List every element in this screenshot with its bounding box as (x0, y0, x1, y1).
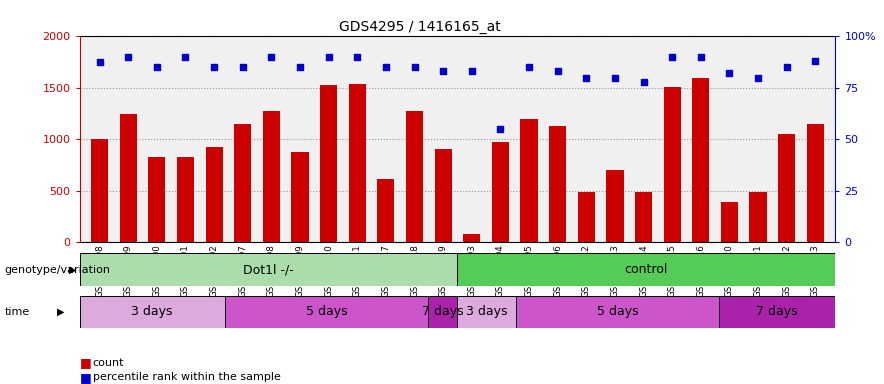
Bar (292, 152, 309, 242)
Point (121, 54, 135, 60)
Bar (406, 111, 423, 242)
Bar (549, 126, 567, 242)
Bar (778, 134, 796, 242)
Text: count: count (93, 358, 125, 368)
Point (665, 54, 679, 60)
Bar (177, 157, 194, 242)
Point (636, 79, 651, 85)
Point (493, 126, 507, 132)
Text: 3 days: 3 days (132, 306, 173, 318)
Bar (750, 192, 766, 242)
Bar (458, 253, 835, 286)
Bar (225, 296, 429, 328)
Text: Dot1l -/-: Dot1l -/- (243, 263, 293, 276)
Bar (521, 119, 537, 242)
Point (207, 64, 221, 70)
Bar (320, 85, 337, 242)
Point (780, 64, 794, 70)
Bar (149, 157, 165, 242)
Text: 3 days: 3 days (466, 306, 507, 318)
Bar (429, 296, 458, 328)
Point (522, 64, 536, 70)
Text: control: control (625, 263, 668, 276)
Bar (720, 202, 738, 242)
Point (751, 74, 766, 81)
Bar (119, 114, 137, 242)
Bar (719, 296, 835, 328)
Point (694, 54, 708, 60)
Point (322, 54, 336, 60)
Title: GDS4295 / 1416165_at: GDS4295 / 1416165_at (339, 20, 500, 34)
Bar (578, 192, 595, 242)
Text: genotype/variation: genotype/variation (4, 265, 110, 275)
Bar (91, 139, 108, 242)
Point (436, 68, 450, 74)
Text: 5 days: 5 days (306, 306, 347, 318)
Bar (377, 179, 394, 242)
Point (93, 59, 107, 65)
Point (264, 54, 278, 60)
Text: time: time (4, 307, 30, 317)
Point (808, 58, 822, 64)
Point (408, 64, 422, 70)
Point (350, 54, 364, 60)
Text: 7 days: 7 days (757, 306, 798, 318)
Bar (435, 149, 452, 242)
Bar (205, 147, 223, 242)
Point (579, 74, 593, 81)
Text: ▶: ▶ (69, 265, 76, 275)
Bar (458, 296, 515, 328)
Bar (348, 84, 366, 242)
Bar (80, 296, 225, 328)
Point (379, 64, 393, 70)
Bar (515, 296, 719, 328)
Bar (606, 170, 623, 242)
Bar (263, 111, 280, 242)
Point (722, 70, 736, 76)
Point (551, 68, 565, 74)
Bar (807, 124, 824, 242)
Text: percentile rank within the sample: percentile rank within the sample (93, 372, 281, 382)
Bar (234, 124, 251, 242)
Text: ▶: ▶ (57, 307, 65, 317)
Text: ■: ■ (80, 356, 91, 369)
Point (293, 64, 307, 70)
Point (608, 74, 622, 81)
Bar (492, 142, 509, 242)
Bar (80, 253, 458, 286)
Point (179, 54, 193, 60)
Bar (635, 192, 652, 242)
Bar (463, 234, 480, 242)
Point (236, 64, 250, 70)
Point (149, 64, 164, 70)
Text: ■: ■ (80, 371, 91, 384)
Bar (692, 78, 709, 242)
Bar (664, 87, 681, 242)
Text: 7 days: 7 days (423, 306, 464, 318)
Point (465, 68, 479, 74)
Text: 5 days: 5 days (597, 306, 638, 318)
